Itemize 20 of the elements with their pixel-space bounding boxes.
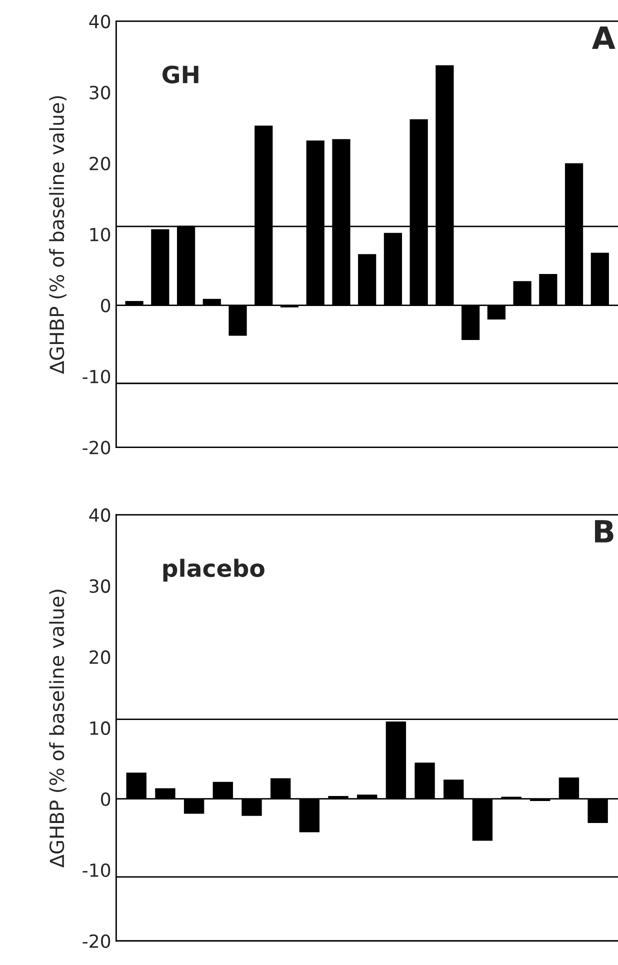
y-tick-label: -10 <box>82 863 110 877</box>
y-tick-label: 40 <box>89 14 110 28</box>
y-tick-label: 20 <box>90 650 110 664</box>
y-tick-label: 30 <box>90 579 110 593</box>
annotation: GH <box>162 66 198 84</box>
y-tick-label: 10 <box>90 721 110 735</box>
y-axis-title: ∆GHBP (% of baseline value) <box>49 96 66 374</box>
y-axis-title: ∆GHBP (% of baseline value) <box>49 590 66 868</box>
y-tick-label: -10 <box>82 370 110 384</box>
y-tick-label: 20 <box>90 156 110 170</box>
y-tick-label: 40 <box>89 508 110 522</box>
y-tick-label: -20 <box>82 934 110 948</box>
y-tick-label: 0 <box>101 298 110 312</box>
y-tick-label: 0 <box>101 792 110 806</box>
y-tick-label: 30 <box>90 86 110 100</box>
y-tick-label: 10 <box>90 228 110 242</box>
annotation: placebo <box>163 558 264 582</box>
annotation: A <box>592 26 616 49</box>
y-tick-label: -20 <box>82 440 110 454</box>
annotation: B <box>595 520 614 542</box>
